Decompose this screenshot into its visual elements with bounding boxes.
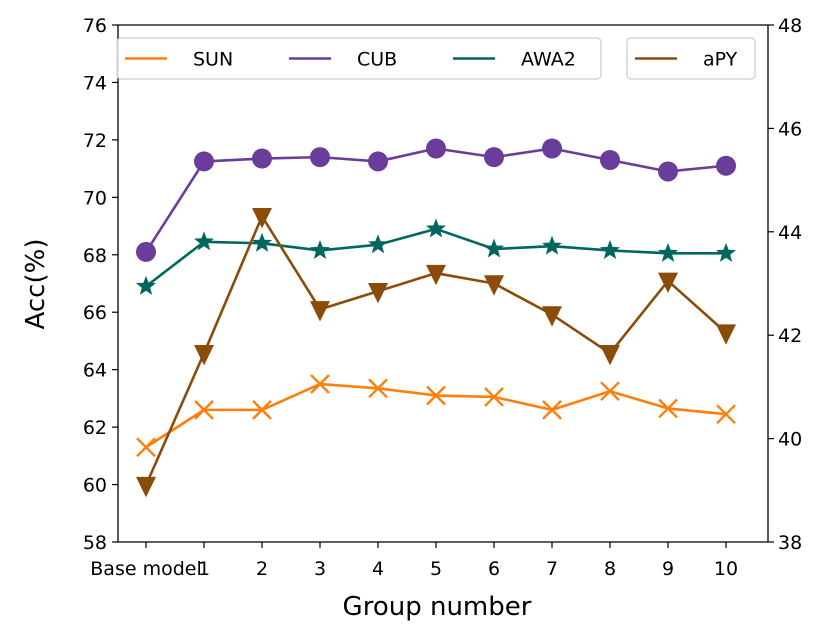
data-point-apy (368, 283, 388, 304)
x-tick-label: 10 (714, 558, 738, 580)
y-axis-title: Acc(%) (21, 239, 51, 330)
data-point-awa2 (658, 242, 678, 262)
y-tick-label: 68 (83, 245, 107, 267)
y2-tick-label: 38 (778, 532, 802, 554)
data-point-awa2 (542, 235, 562, 255)
data-point-apy (542, 306, 562, 327)
series-cub (136, 138, 736, 262)
y-tick-label: 60 (83, 475, 107, 497)
x-tick-label: 5 (430, 558, 442, 580)
series-apy (136, 208, 736, 498)
data-point-cub (658, 161, 678, 182)
legend-layer: SUN CUB AWA2 aPY (116, 37, 756, 80)
legend-label-awa2: AWA2 (521, 49, 576, 71)
data-point-sun (310, 374, 330, 394)
x-axis-title: Group number (343, 592, 532, 622)
data-point-cub (252, 148, 272, 169)
y2-tick-label: 40 (778, 429, 802, 451)
data-point-sun (368, 378, 388, 399)
y-tick-label: 76 (83, 15, 107, 37)
y2-tick-label: 44 (778, 222, 802, 244)
data-point-cub (542, 138, 562, 159)
x-tick-label: 8 (604, 558, 616, 580)
data-point-cub (194, 151, 214, 172)
data-point-sun (658, 398, 678, 419)
y2-tick-label: 42 (778, 325, 802, 347)
data-point-apy (136, 476, 156, 498)
data-point-cub (716, 155, 736, 176)
x-tick-label: 2 (256, 558, 268, 580)
y-tick-label: 58 (83, 532, 107, 554)
y-tick-label: 72 (83, 130, 107, 152)
data-point-sun (484, 387, 504, 407)
data-point-sun (426, 385, 446, 406)
y2-tick-label: 46 (778, 118, 802, 140)
data-point-cub (310, 147, 330, 168)
series-awa2 (136, 218, 736, 295)
y-tick-label: 74 (83, 72, 107, 94)
data-point-sun (194, 400, 214, 420)
y-tick-label: 66 (83, 302, 107, 324)
y-tick-label: 70 (83, 187, 107, 209)
data-point-cub (600, 149, 620, 170)
data-point-awa2 (310, 239, 330, 259)
data-point-apy (426, 264, 446, 286)
data-point-awa2 (136, 275, 156, 295)
x-tick-label: 9 (662, 558, 674, 580)
data-point-sun (542, 400, 562, 420)
data-point-cub (136, 241, 156, 262)
legend-label-cub: CUB (357, 49, 397, 71)
data-point-apy (484, 275, 504, 296)
y-tick-label: 62 (83, 417, 107, 439)
data-point-apy (194, 345, 214, 366)
data-point-cub (426, 138, 446, 159)
legend-secondary-frame (626, 37, 756, 80)
data-point-awa2 (716, 242, 736, 262)
x-tick-label: 7 (546, 558, 558, 580)
data-point-apy (600, 345, 620, 366)
x-tick-label: 1 (198, 558, 210, 580)
data-point-awa2 (368, 234, 388, 254)
y-tick-label: 64 (83, 360, 107, 382)
data-point-cub (484, 147, 504, 168)
data-point-awa2 (600, 239, 620, 259)
x-tick-label: 4 (372, 558, 384, 580)
data-point-awa2 (426, 218, 446, 238)
data-point-apy (716, 324, 736, 345)
data-point-awa2 (252, 232, 272, 252)
legend-main-frame (116, 37, 602, 80)
data-point-sun (136, 437, 156, 458)
series-sun (136, 374, 736, 458)
legend-main: SUN CUB AWA2 (116, 37, 602, 80)
x-tick-label: Base model (90, 558, 201, 580)
x-tick-label: 6 (488, 558, 500, 580)
data-point-sun (716, 404, 736, 425)
legend-secondary: aPY (626, 37, 756, 80)
data-point-sun (600, 381, 620, 402)
y2-tick-label: 48 (778, 15, 802, 37)
data-point-apy (658, 272, 678, 294)
data-point-apy (310, 301, 330, 322)
data-point-sun (252, 400, 272, 420)
data-point-apy (252, 208, 272, 229)
axes-layer (117, 24, 769, 543)
data-point-cub (368, 151, 388, 172)
data-point-awa2 (484, 238, 504, 258)
legend-label-sun: SUN (193, 49, 233, 71)
series-layer (136, 138, 736, 498)
x-tick-label: 3 (314, 558, 326, 580)
legend-label-apy: aPY (703, 49, 738, 71)
data-point-awa2 (194, 231, 214, 251)
